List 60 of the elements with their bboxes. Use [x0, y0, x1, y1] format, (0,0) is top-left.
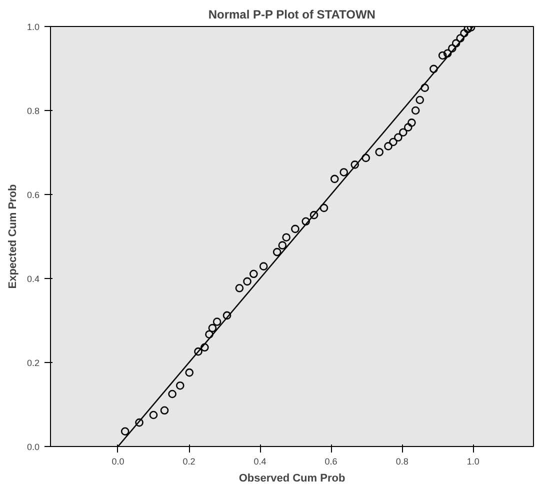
point — [350, 160, 360, 169]
x-tick-label: 0.0 — [112, 456, 124, 466]
y-tick-label: 0.8 — [26, 106, 40, 116]
point — [375, 148, 384, 156]
point — [291, 224, 300, 234]
y-tick-label: 0.2 — [26, 358, 40, 368]
point — [282, 233, 290, 242]
point — [149, 410, 158, 420]
point — [330, 174, 339, 184]
x-tick-label: 0.6 — [324, 456, 338, 466]
point — [460, 29, 468, 38]
point — [399, 128, 408, 136]
point — [310, 210, 318, 220]
point — [408, 118, 416, 127]
x-tick-label: 0.8 — [396, 456, 408, 466]
point — [320, 204, 328, 212]
point — [420, 84, 429, 92]
point — [456, 34, 464, 42]
point — [302, 217, 310, 226]
x-axis-title: Observed Cum Prob — [238, 472, 346, 484]
point — [430, 64, 438, 74]
point — [205, 330, 214, 339]
point — [135, 418, 144, 427]
point — [249, 270, 258, 278]
point — [176, 381, 184, 390]
point — [243, 277, 252, 286]
point — [448, 44, 456, 52]
y-tick-label: 0.4 — [26, 274, 40, 284]
point — [443, 49, 452, 58]
y-tick-label: 1.0 — [26, 22, 40, 32]
point — [384, 142, 392, 150]
point — [404, 123, 412, 132]
x-tick-label: 0.2 — [182, 456, 196, 466]
point — [278, 241, 287, 250]
point — [438, 51, 447, 60]
point — [235, 284, 244, 292]
point — [452, 39, 460, 48]
point — [212, 318, 222, 326]
point — [160, 406, 169, 415]
chart-title: Normal P-P Plot of STATOWN — [208, 8, 376, 22]
y-tick-label: 0.0 — [26, 442, 40, 452]
y-tick-label: 0.6 — [26, 190, 40, 200]
point — [416, 96, 424, 104]
point — [222, 311, 232, 320]
y-axis-title: Expected Cum Prob — [6, 184, 19, 289]
x-tick-label: 0.4 — [254, 456, 266, 466]
point — [194, 347, 202, 356]
point — [200, 343, 209, 352]
point — [185, 368, 194, 377]
point — [389, 138, 398, 146]
point — [168, 390, 176, 398]
point — [411, 106, 420, 115]
point — [362, 154, 370, 162]
point — [208, 324, 217, 332]
x-tick-label: 1.0 — [466, 456, 480, 466]
point — [259, 262, 268, 270]
point — [120, 427, 130, 436]
point — [272, 248, 282, 256]
point — [340, 168, 348, 176]
point — [394, 133, 402, 142]
